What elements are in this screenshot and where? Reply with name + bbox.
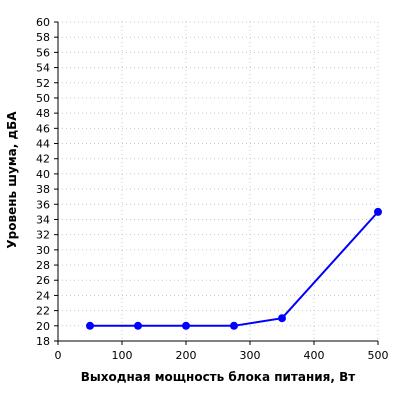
y-tick-label: 38 bbox=[36, 183, 50, 196]
y-tick-label: 32 bbox=[36, 229, 50, 242]
y-tick-label: 18 bbox=[36, 335, 50, 348]
tick-labels: 18 20 22 24 26 28 30 32 34 36 38 40 42 44 46 48 50 52 54 56… bbox=[36, 16, 389, 362]
y-tick-label: 30 bbox=[36, 244, 50, 257]
x-tick-label: 400 bbox=[304, 349, 325, 362]
x-tick-label: 100 bbox=[112, 349, 133, 362]
y-tick-label: 28 bbox=[36, 259, 50, 272]
y-tick-label: 60 bbox=[36, 16, 50, 29]
x-axis-label: Выходная мощность блока питания, Вт bbox=[81, 370, 356, 384]
x-tick-label: 200 bbox=[176, 349, 197, 362]
data-point bbox=[230, 321, 238, 330]
y-tick-label: 26 bbox=[36, 274, 50, 287]
series-line bbox=[90, 211, 379, 327]
axes bbox=[54, 21, 379, 345]
x-tick-label: 500 bbox=[368, 349, 389, 362]
x-tick-label: 300 bbox=[240, 349, 261, 362]
y-tick-label: 56 bbox=[36, 46, 50, 59]
y-tick-label: 58 bbox=[36, 31, 50, 44]
y-tick-label: 24 bbox=[36, 289, 50, 302]
data-point bbox=[86, 321, 94, 330]
y-tick-label: 50 bbox=[36, 92, 50, 105]
y-tick-label: 48 bbox=[36, 107, 50, 120]
y-tick-label: 34 bbox=[36, 213, 50, 226]
y-axis-label: Уровень шума, дБА bbox=[5, 111, 19, 249]
y-tick-label: 36 bbox=[36, 198, 50, 211]
data-point bbox=[182, 321, 190, 330]
x-tick-label: 0 bbox=[55, 349, 62, 362]
data-point bbox=[374, 207, 382, 216]
y-tick-label: 42 bbox=[36, 153, 50, 166]
y-tick-label: 22 bbox=[36, 305, 50, 318]
data-point bbox=[134, 321, 142, 330]
y-tick-label: 52 bbox=[36, 77, 50, 90]
y-tick-label: 40 bbox=[36, 168, 50, 181]
data-point bbox=[278, 314, 286, 323]
data-series bbox=[86, 207, 382, 330]
y-tick-label: 20 bbox=[36, 320, 50, 333]
y-tick-label: 54 bbox=[36, 62, 50, 75]
y-tick-label: 46 bbox=[36, 122, 50, 135]
grid-lines bbox=[58, 21, 379, 341]
y-tick-label: 44 bbox=[36, 138, 50, 151]
